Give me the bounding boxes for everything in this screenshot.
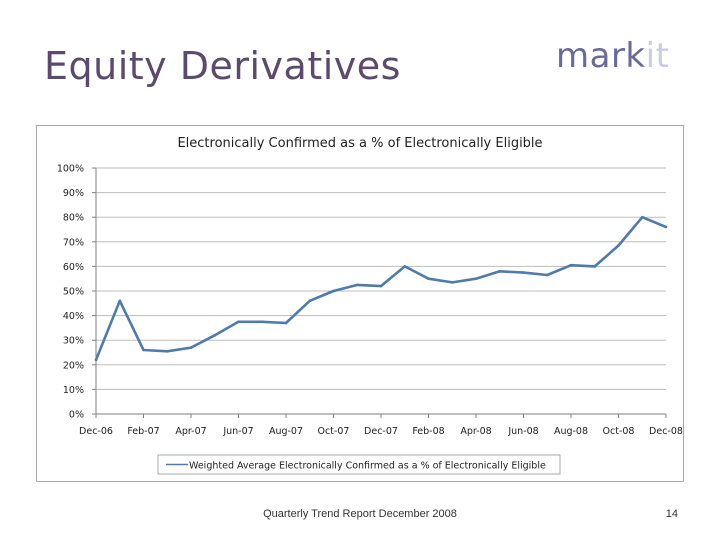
y-tick-label: 50% <box>63 287 84 298</box>
data-point <box>94 358 98 362</box>
y-tick-labels: 0% 10% 20% 30% 40% 50% 60% 70% 80% 90% 100% <box>57 164 84 421</box>
y-tick-label: 80% <box>63 213 84 224</box>
data-point <box>450 281 454 284</box>
markit-logo: markit <box>556 36 669 76</box>
footer-text: Quarterly Trend Report December 2008 <box>263 508 457 520</box>
chart-title: Electronically Confirmed as a % of Elect… <box>177 136 542 151</box>
y-tick-label: 40% <box>63 311 84 322</box>
legend-label: Weighted Average Electronically Confirme… <box>189 461 546 472</box>
x-tick-label: Aug-08 <box>554 426 588 437</box>
data-point <box>118 299 122 303</box>
x-tick-label: Dec-06 <box>79 426 113 437</box>
data-point <box>640 215 644 219</box>
data-point <box>142 348 145 352</box>
data-point <box>355 283 359 287</box>
series-layer <box>94 215 668 362</box>
y-tick-label: 70% <box>63 237 84 248</box>
x-tick-label: Jun-07 <box>222 426 253 437</box>
data-point <box>403 265 407 268</box>
data-point <box>474 277 478 281</box>
page-number: 14 <box>665 508 678 520</box>
data-point <box>545 273 549 277</box>
x-tick-label: Oct-07 <box>318 426 350 437</box>
legend-box <box>157 454 561 475</box>
data-point <box>498 270 502 273</box>
data-point <box>189 346 193 349</box>
data-point <box>213 333 217 337</box>
y-tick-label: 100% <box>57 164 84 175</box>
x-tick-label: Oct-08 <box>603 426 635 437</box>
data-point <box>664 225 668 229</box>
x-tick-label: Feb-07 <box>127 426 159 437</box>
y-tick-label: 60% <box>63 262 84 273</box>
chart-frame <box>36 125 684 482</box>
x-tick-label: Feb-08 <box>412 426 444 437</box>
x-tick-label: Dec-08 <box>649 426 683 437</box>
gridlines <box>96 167 666 390</box>
x-tick-label: Apr-07 <box>175 426 206 437</box>
y-tick-label: 90% <box>63 188 84 199</box>
x-tick-label: Jun-08 <box>507 426 538 437</box>
data-point <box>332 289 335 293</box>
data-point <box>308 299 312 303</box>
series-line <box>94 215 667 361</box>
axes <box>92 167 667 418</box>
data-point <box>379 284 383 288</box>
data-point <box>260 320 264 324</box>
y-tick-label: 20% <box>63 360 84 371</box>
y-tick-label: 10% <box>63 385 84 396</box>
y-tick-label: 0% <box>69 410 84 421</box>
logo-text-accent: it <box>645 36 670 76</box>
x-tick-label: Aug-07 <box>269 426 303 437</box>
y-tick-label: 30% <box>63 336 84 347</box>
data-point <box>165 349 169 353</box>
x-tick-labels: Dec-06 Feb-07 Apr-07 Jun-07 Aug-07 Oct-07 Dec-… <box>79 426 683 437</box>
x-tick-label: Dec-07 <box>364 426 398 437</box>
logo-text-main: mark <box>556 36 646 76</box>
data-point <box>427 277 430 281</box>
data-point <box>522 271 525 274</box>
data-point <box>569 263 573 267</box>
data-point <box>593 265 597 268</box>
data-point <box>617 244 620 247</box>
data-point <box>237 320 240 324</box>
slide-title: Equity Derivatives <box>44 44 401 88</box>
x-tick-label: Apr-08 <box>460 426 491 437</box>
legend: Weighted Average Electronically Confirme… <box>157 454 561 475</box>
data-point <box>284 321 288 325</box>
